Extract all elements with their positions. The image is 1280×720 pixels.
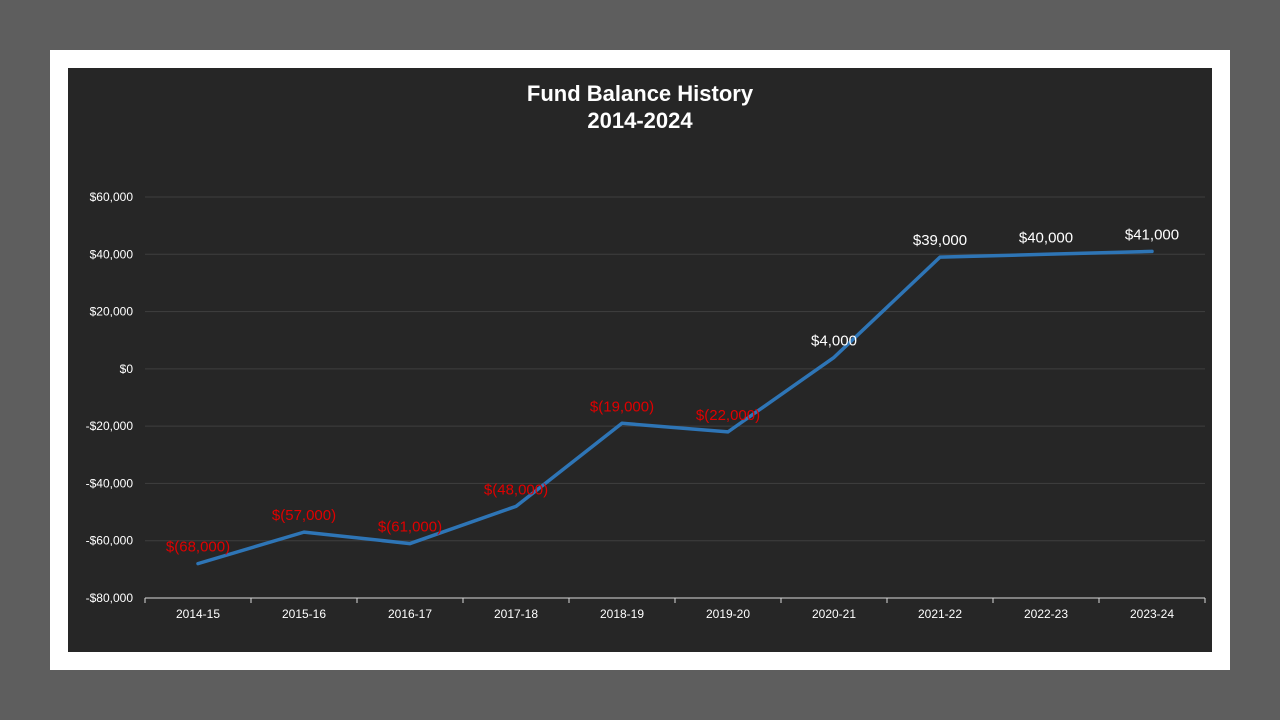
series-line [196,249,1154,566]
chart-subtitle: 2014-2024 [587,108,693,133]
line-chart: Fund Balance History 2014-2024 $60,000 $4… [86,81,1206,621]
data-point [726,430,730,434]
data-label: $41,000 [1125,226,1179,243]
data-point [1044,252,1048,256]
data-label: $(22,000) [696,407,760,424]
y-tick-label: $40,000 [90,247,134,261]
data-label: $4,000 [811,332,857,349]
data-point [514,504,518,508]
y-tick-label: $0 [120,362,134,376]
data-label: $(57,000) [272,507,336,524]
x-tick-label: 2014-15 [176,607,220,621]
data-label: $39,000 [913,232,967,249]
data-point [302,530,306,534]
x-tick-label: 2016-17 [388,607,432,621]
x-tick-label: 2015-16 [282,607,326,621]
data-point [620,421,624,425]
x-tick-label: 2017-18 [494,607,538,621]
data-labels: $(68,000) $(57,000) $(61,000) $(48,000) $(19… [166,226,1179,555]
y-tick-label: -$80,000 [86,591,134,605]
x-tick-label: 2020-21 [812,607,856,621]
y-tick-label: $60,000 [90,190,134,204]
chart-title: Fund Balance History [527,81,754,106]
data-point [1150,249,1154,253]
x-tick-label: 2023-24 [1130,607,1174,621]
x-tick-label: 2021-22 [918,607,962,621]
x-axis [144,597,1206,603]
data-point [196,562,200,566]
y-tick-label: -$40,000 [86,476,134,490]
y-tick-label: -$20,000 [86,419,134,433]
x-tick-label: 2019-20 [706,607,750,621]
data-label: $(68,000) [166,539,230,556]
y-tick-label: -$60,000 [86,534,134,548]
data-point [832,355,836,359]
x-tick-label: 2022-23 [1024,607,1068,621]
data-label: $(48,000) [484,481,548,498]
data-label: $(61,000) [378,519,442,536]
data-point [938,255,942,259]
y-tick-label: $20,000 [90,305,134,319]
series-line-path [196,249,1154,566]
data-point [408,542,412,546]
x-tick-label: 2018-19 [600,607,644,621]
y-axis-tick-labels: $60,000 $40,000 $20,000 $0 -$20,000 -$40,000 -… [86,190,134,605]
x-axis-tick-labels: 2014-15 2015-16 2016-17 2017-18 2018-19 2019-… [176,607,1174,621]
data-label: $(19,000) [590,398,654,415]
data-label: $40,000 [1019,229,1073,246]
gridlines [145,196,1205,542]
chart-frame: Fund Balance History 2014-2024 $60,000 $4… [50,50,1230,670]
chart-area: Fund Balance History 2014-2024 $60,000 $4… [68,68,1212,652]
